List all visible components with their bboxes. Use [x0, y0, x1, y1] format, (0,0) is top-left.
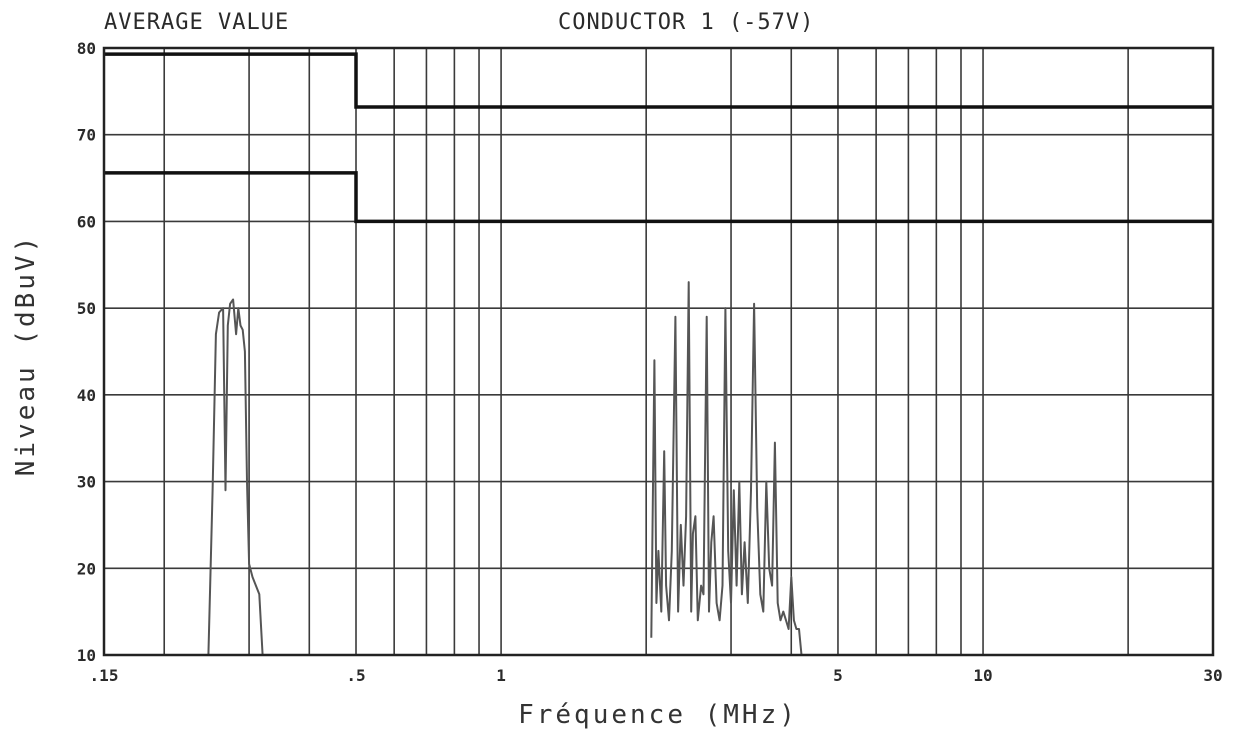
y-tick-label: 80 [77, 39, 96, 58]
limit-line [104, 52, 1213, 109]
measurement-traces [207, 281, 803, 656]
y-tick-label: 10 [77, 646, 96, 665]
x-tick-labels: .15 .5 1 5 10 30 [90, 666, 1223, 685]
y-tick-label: 50 [77, 299, 96, 318]
x-tick-label: 10 [973, 666, 992, 685]
measurement-trace [207, 298, 264, 656]
y-tick-labels: 10 20 30 40 50 60 70 80 [77, 39, 96, 665]
limit-line [104, 171, 1213, 224]
y-tick-label: 30 [77, 473, 96, 492]
y-tick-label: 20 [77, 559, 96, 578]
x-tick-label: .5 [346, 666, 365, 685]
x-tick-label: 5 [833, 666, 843, 685]
chart-title-left: AVERAGE VALUE [104, 10, 290, 35]
plot-frame [102, 46, 1215, 657]
x-axis-label: Fréquence (MHz) [518, 700, 798, 730]
y-tick-label: 40 [77, 386, 96, 405]
y-axis-label: Niveau (dBuV) [11, 233, 41, 477]
y-tick-label: 60 [77, 212, 96, 231]
x-tick-label: 30 [1203, 666, 1222, 685]
grid-lines [103, 47, 1214, 656]
y-tick-label: 70 [77, 126, 96, 145]
x-tick-label: .15 [90, 666, 119, 685]
x-tick-label: 1 [496, 666, 506, 685]
chart-title-right: CONDUCTOR 1 (-57V) [558, 10, 815, 35]
limit-lines [104, 52, 1213, 224]
measurement-trace [650, 281, 803, 656]
